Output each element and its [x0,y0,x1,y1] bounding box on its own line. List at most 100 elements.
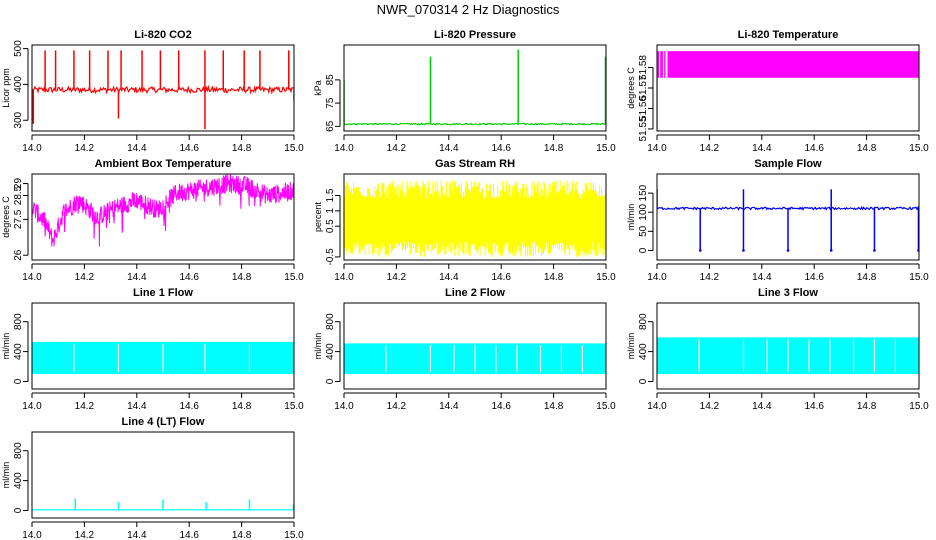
panel-line1: Line 1 Flow 14.0 14.2 14.4 14.6 14.8 15.0 0 400 8… [1,287,304,412]
series-point [786,249,790,252]
panel-box_temp: Ambient Box Temperature 14.0 14.2 14.4 14.6 1… [1,158,304,283]
panel-title: Li-820 CO2 [134,29,191,41]
x-tick-label: 14.2 [387,143,407,154]
y-tick-label: 400 [13,76,24,93]
x-tick-label: 14.2 [387,272,407,283]
y-tick-label: 400 [638,343,649,360]
y-axis-label: degrees C [626,67,636,109]
y-tick-label: 51.56 [638,96,649,121]
series-line [32,174,294,247]
y-tick-label: 800 [13,313,24,330]
y-tick-label: 51.57 [638,75,649,100]
y-tick-label: 0 [638,378,649,384]
x-tick-label: 14.8 [857,272,877,283]
y-tick-label: 100 [638,203,649,220]
series-band [667,51,919,78]
x-tick-label: 14.6 [804,272,824,283]
y-tick-label: 28.5 [13,185,24,205]
x-tick-label: 14.4 [127,272,147,283]
y-tick-label: -0.5 [325,248,336,266]
x-tick-label: 14.8 [857,143,877,154]
plot-frame [656,44,920,132]
data-layer [344,49,606,126]
panel-rh: Gas Stream RH 14.0 14.2 14.4 14.6 14.8 15.0 -0.… [313,158,616,283]
data-layer [344,343,606,375]
series-point [829,249,833,252]
series-point [742,249,745,252]
x-tick-label: 14.6 [491,272,511,283]
panel-title: Line 1 Flow [133,287,193,299]
x-tick-label: 14.6 [804,401,824,412]
x-tick-label: 14.6 [491,143,511,154]
x-tick-label: 14.2 [387,401,407,412]
y-tick-label: 51.55 [638,116,649,141]
x-tick-label: 14.4 [752,272,772,283]
plot-frame [343,173,607,261]
y-tick-label: 800 [13,442,24,459]
x-tick-label: 14.2 [75,401,95,412]
x-tick-label: 15.0 [596,143,616,154]
y-tick-label: 27.5 [13,209,24,229]
x-tick-label: 14.8 [232,143,252,154]
y-tick-label: 0 [13,507,24,513]
series-point [873,249,876,252]
x-tick-label: 14.8 [544,401,564,412]
x-tick-label: 14.4 [439,272,459,283]
y-tick-label: 51.58 [638,55,649,80]
y-tick-label: 0.5 [325,219,336,233]
y-tick-label: 0 [638,247,649,253]
series-line [344,180,606,257]
y-axis-label: percent [313,201,323,232]
x-tick-label: 15.0 [284,530,304,540]
y-tick-label: 800 [325,313,336,330]
y-tick-label: 150 [638,184,649,201]
plot-frame [31,44,295,132]
x-tick-label: 14.0 [22,272,42,283]
x-tick-label: 14.8 [232,272,252,283]
data-layer [657,337,919,375]
plot-frame [31,173,295,261]
y-tick-label: 1 [325,208,336,214]
data-layer [32,174,294,247]
x-tick-label: 15.0 [909,143,929,154]
x-tick-label: 14.0 [22,143,42,154]
y-axis-label: Licor ppm [1,68,11,108]
x-tick-label: 14.6 [491,401,511,412]
panel-line2: Line 2 Flow 14.0 14.2 14.4 14.6 14.8 15.0 0 400 8… [313,287,616,412]
x-tick-label: 14.4 [752,143,772,154]
panel-title: Ambient Box Temperature [95,158,232,170]
x-tick-label: 14.4 [127,401,147,412]
plot-frame [343,302,607,390]
data-layer [32,341,294,375]
y-axis-label: ml/min [313,333,323,360]
figure-title: NWR_070314 2 Hz Diagnostics [377,2,560,17]
x-tick-label: 14.0 [647,401,667,412]
x-tick-label: 14.6 [804,143,824,154]
data-layer [32,50,294,130]
series-line [32,84,294,95]
y-axis-label: ml/min [1,333,11,360]
x-tick-label: 15.0 [596,401,616,412]
x-tick-label: 14.0 [334,143,354,154]
x-tick-label: 14.2 [700,401,720,412]
panel-co2: Li-820 CO2 14.0 14.2 14.4 14.6 14.8 15.0 300 400… [1,29,304,154]
panel-line4: Line 4 (LT) Flow 14.0 14.2 14.4 14.6 14.8 15.0… [1,416,304,540]
y-tick-label: 400 [13,343,24,360]
x-tick-label: 14.4 [127,530,147,540]
panel-line3: Line 3 Flow 14.0 14.2 14.4 14.6 14.8 15.0 0 400 8… [626,287,929,412]
x-tick-label: 14.8 [232,401,252,412]
data-layer [657,189,919,252]
y-tick-label: 75 [325,97,336,109]
x-tick-label: 14.8 [857,401,877,412]
y-tick-label: 500 [13,40,24,57]
x-tick-label: 14.0 [22,530,42,540]
x-tick-label: 14.4 [439,401,459,412]
data-layer [32,498,294,511]
series-line [344,122,606,126]
x-tick-label: 14.2 [75,143,95,154]
series-point [698,249,702,252]
y-axis-label: ml/min [626,204,636,231]
y-tick-label: 400 [325,343,336,360]
x-tick-label: 14.4 [127,143,147,154]
